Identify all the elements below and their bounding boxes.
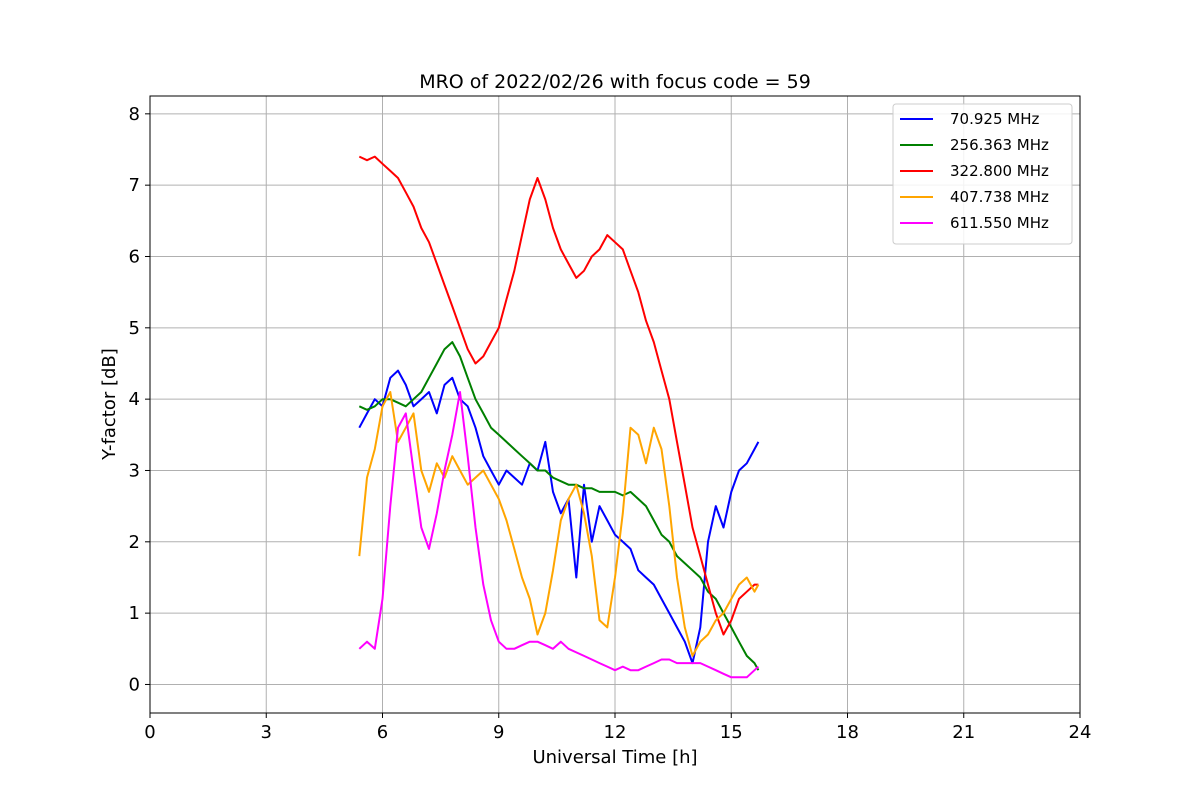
legend-label: 70.925 MHz (950, 110, 1039, 128)
y-axis-label: Y-factor [dB] (99, 348, 120, 461)
series-line-1 (358, 341, 760, 671)
x-tick-label: 15 (720, 722, 743, 743)
x-tick-label: 12 (604, 722, 627, 743)
y-tick-label: 1 (129, 603, 140, 624)
x-tick-label: 9 (493, 722, 504, 743)
x-axis-label: Universal Time [h] (532, 747, 697, 768)
series-layer (358, 155, 760, 679)
legend-box (892, 103, 1073, 245)
y-tick-label: 6 (129, 246, 140, 267)
y-tick-label: 8 (129, 104, 140, 125)
legend-label: 322.800 MHz (950, 162, 1049, 180)
y-tick-label: 7 (129, 175, 140, 196)
y-tick-label: 0 (129, 674, 140, 695)
y-tick-label: 3 (129, 460, 140, 481)
legend: 70.925 MHz 256.363 MHz 322.800 MHz 407.738 … (892, 103, 1073, 245)
series-line-3 (358, 391, 760, 657)
legend-label: 407.738 MHz (950, 188, 1049, 206)
series-line-4 (358, 391, 760, 679)
series-line-2 (358, 155, 759, 636)
chart-title: MRO of 2022/02/26 with focus code = 59 (419, 71, 811, 93)
x-tick-label: 6 (377, 722, 388, 743)
x-tick-label: 21 (952, 722, 975, 743)
y-tick-label: 4 (129, 389, 140, 410)
x-tick-label: 0 (144, 722, 155, 743)
y-tick-label: 5 (129, 318, 140, 339)
legend-label: 611.550 MHz (950, 214, 1049, 232)
x-tick-label: 24 (1069, 722, 1092, 743)
legend-label: 256.363 MHz (950, 136, 1049, 154)
x-tick-label: 18 (836, 722, 859, 743)
y-tick-label: 2 (129, 532, 140, 553)
x-tick-label: 3 (261, 722, 272, 743)
